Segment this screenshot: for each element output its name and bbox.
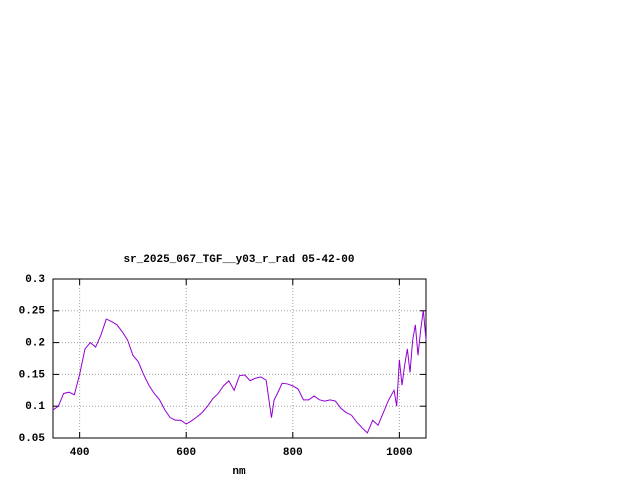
x-tick-label: 400 — [70, 447, 90, 459]
x-tick-label: 600 — [176, 447, 196, 459]
x-tick-label: 800 — [283, 447, 303, 459]
y-tick-label: 0.1 — [25, 401, 45, 413]
y-tick-label: 0.15 — [19, 369, 46, 381]
x-axis-label: nm — [232, 466, 246, 478]
x-tick-label: 1000 — [386, 447, 412, 459]
y-tick-label: 0.3 — [25, 274, 45, 286]
plot-border — [52, 278, 427, 439]
data-line — [52, 310, 427, 434]
chart-title: sr_2025_067_TGF__y03_r_rad 05-42-00 — [123, 254, 354, 266]
y-tick-label: 0.2 — [25, 338, 45, 350]
y-tick-label: 0.25 — [19, 306, 46, 318]
y-tick-label: 0.05 — [19, 433, 46, 445]
